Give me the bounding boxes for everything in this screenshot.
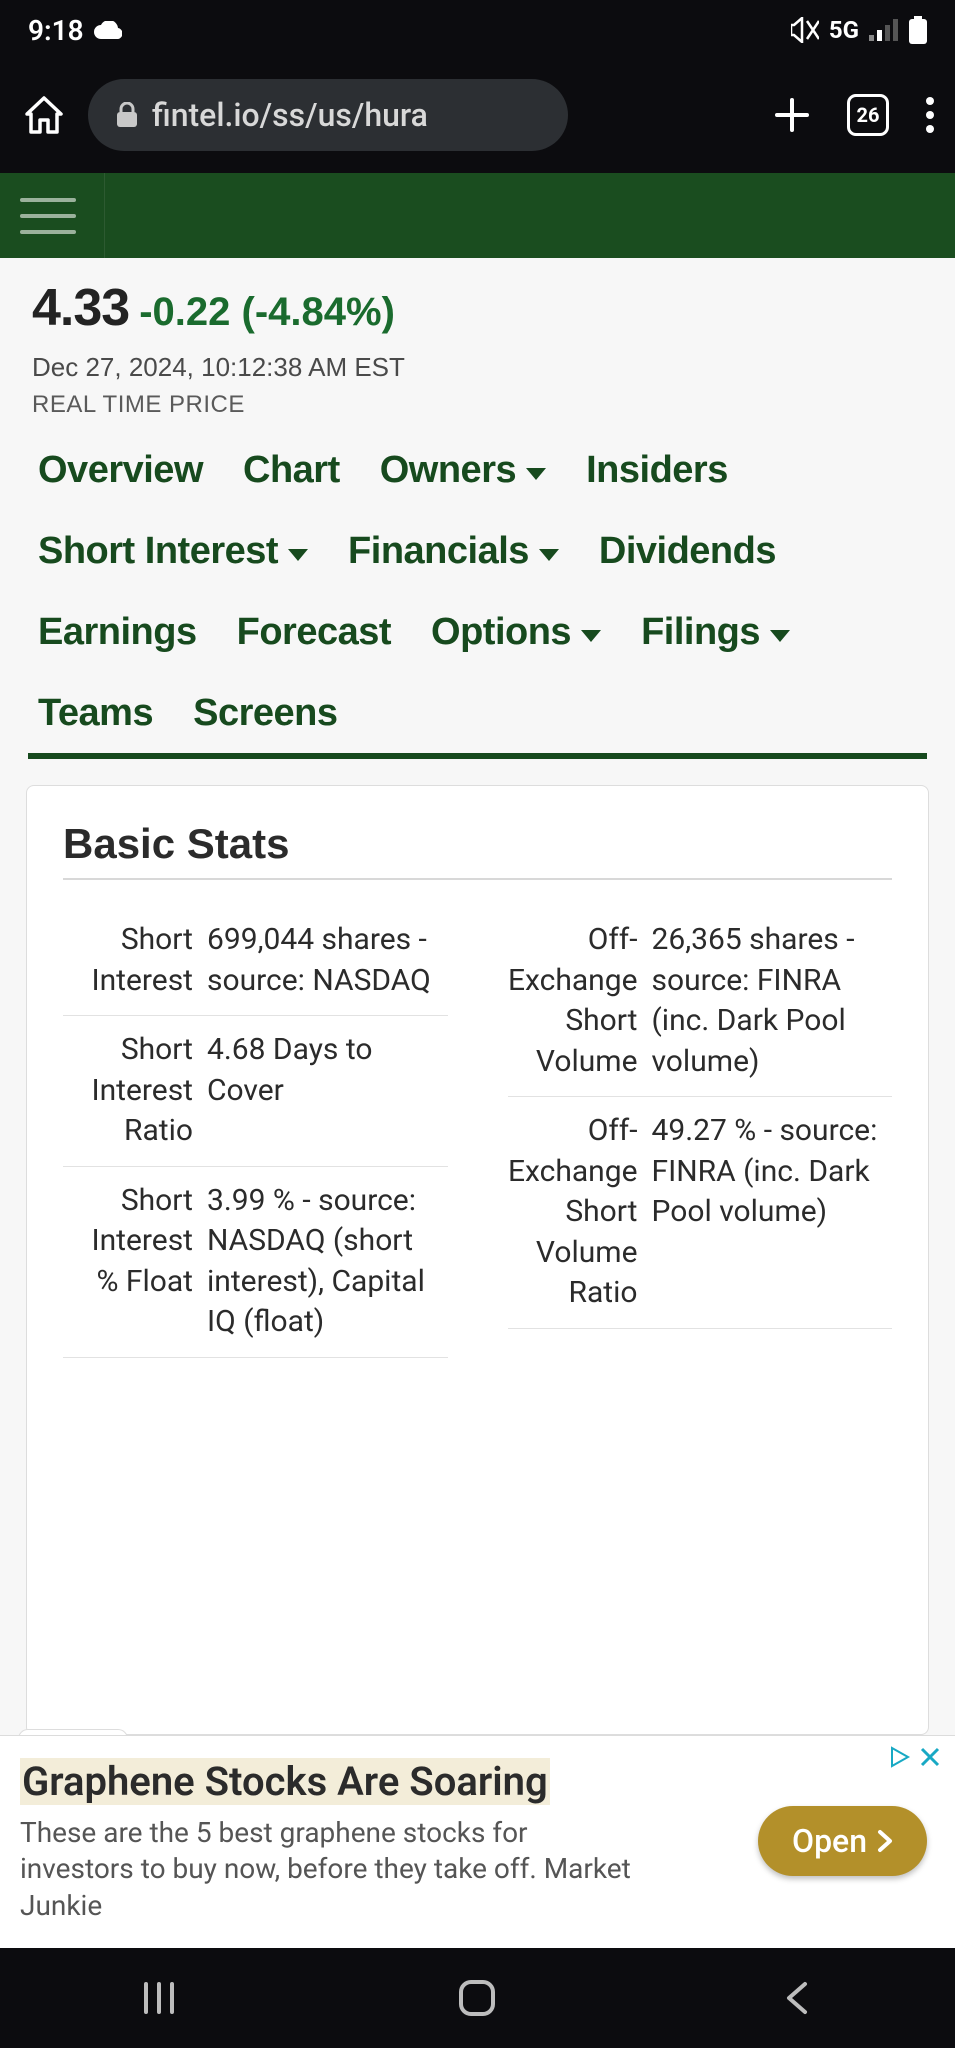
tab-screens[interactable]: Screens <box>193 692 337 735</box>
android-nav-bar <box>0 1948 955 2048</box>
chevron-down-icon <box>770 630 790 642</box>
tab-forecast[interactable]: Forecast <box>237 611 391 654</box>
tab-label: Financials <box>348 530 529 573</box>
tab-insiders[interactable]: Insiders <box>586 449 728 492</box>
quote-price: 4.33 <box>32 278 129 338</box>
home-icon <box>23 94 65 136</box>
recent-apps-icon <box>142 1982 176 2014</box>
tab-label: Earnings <box>38 611 197 654</box>
home-nav-icon <box>457 1978 497 2018</box>
site-menu-button[interactable] <box>20 196 76 236</box>
stat-label: Short Interest Ratio <box>63 1030 193 1152</box>
tab-options[interactable]: Options <box>431 611 601 654</box>
status-bar: 9:18 5G <box>0 0 955 60</box>
tab-teams[interactable]: Teams <box>38 692 153 735</box>
plus-icon <box>773 96 811 134</box>
dots-vertical-icon <box>925 96 935 134</box>
cloud-icon <box>94 21 122 39</box>
tabs-button[interactable]: 26 <box>847 94 889 136</box>
tab-label: Insiders <box>586 449 728 492</box>
stat-row: Short Interest Ratio4.68 Days to Cover <box>63 1016 448 1167</box>
battery-icon <box>909 16 927 44</box>
stat-label: Short Interest <box>63 920 193 1001</box>
tab-label: Filings <box>641 611 760 654</box>
adchoices-icon[interactable] <box>889 1746 911 1768</box>
stat-label: Short Interest % Float <box>63 1181 193 1343</box>
stat-value: 4.68 Days to Cover <box>207 1030 448 1152</box>
stat-row: Off-Exchange Short Volume Ratio49.27 % -… <box>508 1097 893 1329</box>
tab-dividends[interactable]: Dividends <box>599 530 776 573</box>
stats-column-right: Off-Exchange Short Volume26,365 shares -… <box>508 906 893 1358</box>
tab-chart[interactable]: Chart <box>243 449 340 492</box>
ad-body: These are the 5 best graphene stocks for… <box>20 1815 640 1924</box>
nav-recent-button[interactable] <box>129 1978 189 2018</box>
chevron-down-icon <box>581 630 601 642</box>
tab-owners[interactable]: Owners <box>380 449 546 492</box>
stat-label: Off-Exchange Short Volume <box>508 920 638 1082</box>
tab-label: Owners <box>380 449 516 492</box>
tab-label: Forecast <box>237 611 391 654</box>
url-bar[interactable]: fintel.io/ss/us/hura <box>88 79 568 151</box>
ad-open-button[interactable]: Open <box>758 1806 927 1876</box>
basic-stats-card: Basic Stats Short Interest699,044 shares… <box>26 785 929 1735</box>
tab-label: Overview <box>38 449 203 492</box>
chevron-down-icon <box>526 468 546 480</box>
tab-label: Short Interest <box>38 530 278 573</box>
chevron-right-icon <box>877 1829 893 1853</box>
lock-icon <box>116 102 138 128</box>
tab-financials[interactable]: Financials <box>348 530 559 573</box>
ad-title[interactable]: Graphene Stocks Are Soaring <box>20 1758 550 1805</box>
tab-label: Screens <box>193 692 337 735</box>
tab-count: 26 <box>857 103 880 127</box>
browser-home-button[interactable] <box>20 91 68 139</box>
nav-home-button[interactable] <box>447 1978 507 2018</box>
tab-overview[interactable]: Overview <box>38 449 203 492</box>
network-label: 5G <box>829 16 859 44</box>
tab-short-interest[interactable]: Short Interest <box>38 530 308 573</box>
url-text: fintel.io/ss/us/hura <box>152 96 428 134</box>
stat-value: 49.27 % - source: FINRA (inc. Dark Pool … <box>652 1111 893 1314</box>
close-ad-icon[interactable] <box>919 1746 941 1768</box>
nav-back-button[interactable] <box>766 1978 826 2018</box>
browser-bar: fintel.io/ss/us/hura 26 <box>0 60 955 170</box>
quote-change: -0.22 (-4.84%) <box>139 290 395 335</box>
mute-vibrate-icon <box>791 17 819 43</box>
stat-label: Off-Exchange Short Volume Ratio <box>508 1111 638 1314</box>
signal-icon <box>869 19 899 41</box>
stat-value: 699,044 shares - source: NASDAQ <box>207 920 448 1001</box>
stat-value: 3.99 % - source: NASDAQ (short interest)… <box>207 1181 448 1343</box>
chevron-down-icon <box>288 549 308 561</box>
tab-label: Options <box>431 611 571 654</box>
card-title: Basic Stats <box>63 820 892 880</box>
tab-label: Teams <box>38 692 153 735</box>
status-time: 9:18 <box>28 14 84 47</box>
ad-open-label: Open <box>792 1822 867 1860</box>
stats-column-left: Short Interest699,044 shares - source: N… <box>63 906 448 1358</box>
new-tab-button[interactable] <box>773 96 811 134</box>
site-header <box>0 170 955 258</box>
chevron-down-icon <box>539 549 559 561</box>
stat-row: Short Interest699,044 shares - source: N… <box>63 906 448 1016</box>
quote-timestamp: Dec 27, 2024, 10:12:38 AM EST <box>32 352 923 383</box>
tab-label: Chart <box>243 449 340 492</box>
back-icon <box>783 1980 809 2016</box>
browser-menu-button[interactable] <box>925 96 935 134</box>
stat-row: Off-Exchange Short Volume26,365 shares -… <box>508 906 893 1097</box>
stat-row: Short Interest % Float3.99 % - source: N… <box>63 1167 448 1358</box>
section-tabs: Overview Chart Owners Insiders Short Interes… <box>0 429 955 735</box>
quote-label: REAL TIME PRICE <box>32 391 923 419</box>
stat-value: 26,365 shares - source: FINRA (inc. Dark… <box>652 920 893 1082</box>
tab-label: Dividends <box>599 530 776 573</box>
tab-earnings[interactable]: Earnings <box>38 611 197 654</box>
tabs-underline <box>28 753 927 759</box>
quote-block: 4.33 -0.22 (-4.84%) Dec 27, 2024, 10:12:… <box>0 258 955 429</box>
ad-banner: Graphene Stocks Are Soaring These are th… <box>0 1735 955 1948</box>
tab-filings[interactable]: Filings <box>641 611 790 654</box>
